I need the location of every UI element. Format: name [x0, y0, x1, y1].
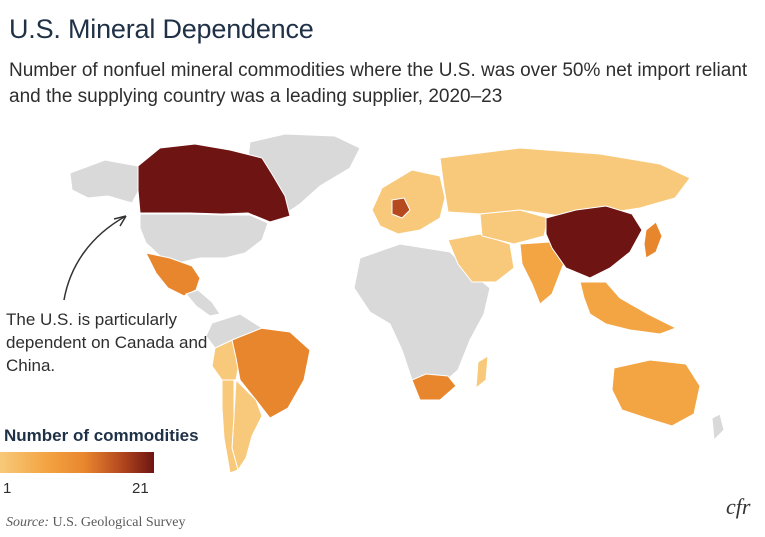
world-map-svg [63, 133, 725, 474]
region-canada [137, 143, 291, 223]
annotation-text: The U.S. is particularly dependent on Ca… [6, 310, 208, 375]
page-subtitle: Number of nonfuel mineral commodities wh… [9, 60, 748, 107]
annotation-arrowhead [113, 215, 127, 227]
source-line: Source: U.S. Geological Survey [6, 515, 186, 531]
legend-min-label: 1 [3, 480, 12, 497]
source-label: Source: [6, 515, 50, 530]
region-japan [643, 221, 663, 259]
page-title: U.S. Mineral Dependence [9, 14, 314, 44]
region-europe [371, 169, 446, 235]
region-russia [439, 147, 691, 217]
annotation-arrow [63, 215, 127, 301]
region-new-zealand [711, 413, 725, 442]
legend-title: Number of commodities [4, 426, 199, 445]
region-madagascar [475, 355, 489, 390]
region-mexico [145, 252, 201, 297]
source-text: U.S. Geological Survey [52, 515, 186, 530]
region-central-america [185, 289, 221, 317]
region-southeast-asia [579, 281, 678, 335]
region-chile [221, 379, 239, 474]
region-central-asia [479, 209, 549, 245]
legend-max-label: 21 [132, 480, 149, 497]
region-germany [391, 197, 411, 219]
cfr-logo: cfr [726, 494, 751, 519]
region-alaska [69, 159, 141, 204]
region-usa [139, 213, 269, 264]
legend-color-bar [0, 452, 154, 473]
region-brazil [231, 327, 311, 419]
region-australia [611, 359, 701, 427]
region-other-south-america [205, 313, 264, 349]
region-south-africa [411, 373, 457, 401]
region-china [545, 205, 643, 279]
world-map [0, 118, 765, 478]
